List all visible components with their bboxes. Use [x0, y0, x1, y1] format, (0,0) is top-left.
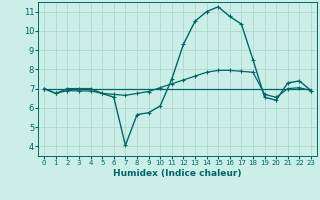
X-axis label: Humidex (Indice chaleur): Humidex (Indice chaleur) — [113, 169, 242, 178]
